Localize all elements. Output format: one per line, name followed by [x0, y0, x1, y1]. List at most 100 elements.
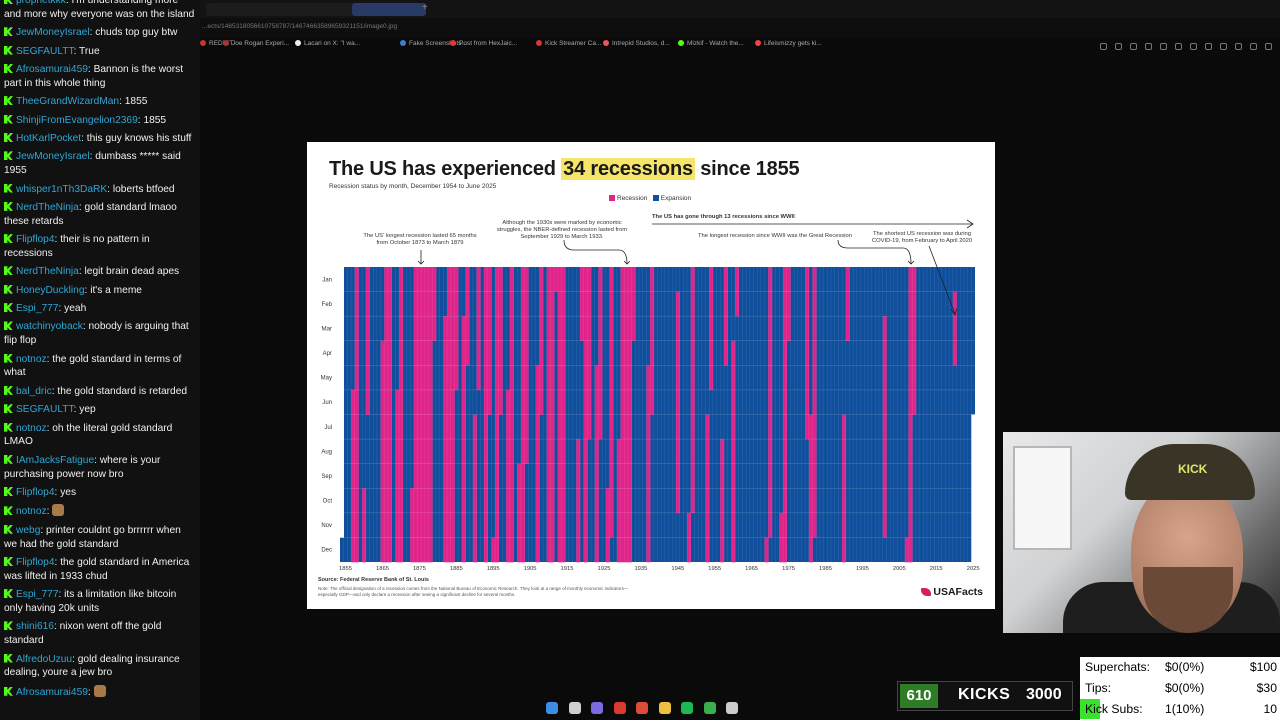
chat-username[interactable]: Afrosamurai459 — [16, 686, 88, 698]
bookmark-item[interactable]: Kick Streamer Ca... — [536, 40, 601, 47]
heatmap-recession-cell — [509, 488, 514, 514]
chat-username[interactable]: notnoz — [16, 353, 47, 365]
heatmap-recession-cell — [882, 365, 887, 391]
window-image — [1013, 446, 1072, 550]
heatmap-recession-cell — [598, 291, 603, 317]
chat-username[interactable]: bal_dric — [16, 385, 52, 397]
chat-username[interactable]: NerdTheNinja — [16, 201, 79, 213]
address-bar[interactable]: ...ects/1485318056610758787/146746635896… — [200, 18, 1280, 50]
chat-username[interactable]: SEGFAULTT — [16, 45, 74, 57]
chat-username[interactable]: HoneyDuckling — [16, 284, 85, 296]
chat-username[interactable]: notnoz — [16, 506, 47, 518]
chat-username[interactable]: whisper1nTh3DaRK — [16, 183, 108, 195]
chat-username[interactable]: AlfredoUzuu — [16, 653, 73, 665]
arrow-covid — [928, 245, 958, 316]
new-tab-icon[interactable]: + — [422, 2, 428, 13]
heatmap-recession-cell — [709, 340, 714, 366]
chat-username[interactable]: Espi_777 — [16, 589, 59, 601]
extension-icon[interactable] — [1100, 43, 1107, 50]
chat-username[interactable]: Afrosamurai459 — [16, 63, 88, 75]
search-icon[interactable] — [568, 702, 581, 714]
folder-icon[interactable] — [658, 702, 671, 714]
xbox-icon[interactable] — [703, 702, 716, 714]
tab-inactive[interactable] — [206, 3, 358, 16]
chat-username[interactable]: TheeGrandWizardMan — [16, 96, 120, 108]
bookmark-item[interactable]: Mizkif - Watch the... — [678, 40, 744, 47]
app-icon[interactable] — [591, 702, 603, 714]
chat-username[interactable]: watchinyoback — [16, 321, 83, 333]
chat-text: loberts btfoed — [112, 183, 175, 195]
bookmark-item[interactable]: Lacari on X: "I wa... — [295, 40, 360, 47]
heatmap-recession-cell — [786, 316, 791, 342]
chat-colon: : — [78, 266, 85, 278]
arrow-longest — [417, 250, 425, 265]
chat-username[interactable]: webg — [16, 524, 41, 536]
heatmap-recession-cell — [908, 389, 913, 415]
heatmap-recession-cell — [354, 512, 359, 538]
heatmap-recession-cell — [598, 414, 603, 440]
chat-icon[interactable] — [1205, 43, 1212, 50]
heatmap-recession-cell — [812, 291, 817, 317]
chat-message: notnoz: oh the literal gold standard LMA… — [4, 422, 196, 450]
share-icon[interactable] — [1175, 43, 1182, 50]
heatmap-recession-cell — [583, 365, 588, 391]
menu-icon[interactable] — [1265, 43, 1272, 50]
heatmap-recession-cell — [720, 512, 725, 538]
chat-username[interactable]: Flipflop4 — [16, 486, 55, 498]
chat-username[interactable]: shini616 — [16, 621, 54, 633]
bookmark-item[interactable]: Post from HexJaic... — [450, 40, 517, 47]
heatmap-recession-cell — [421, 291, 426, 317]
bookmark-item[interactable]: Fake Screenshots... — [400, 40, 467, 47]
spotify-icon[interactable] — [681, 702, 693, 714]
heatmap-recession-cell — [509, 267, 514, 292]
chat-username[interactable]: JewMoneyIsrael — [16, 151, 90, 163]
heatmap-recession-cell — [417, 389, 422, 415]
speaker-icon[interactable] — [1190, 43, 1197, 50]
terminal-icon[interactable] — [726, 702, 738, 714]
heatmap-recession-cell — [443, 512, 448, 538]
heatmap-recession-cell — [483, 291, 488, 317]
windows-start-icon[interactable] — [546, 702, 558, 714]
heatmap-recession-cell — [424, 537, 429, 563]
heatmap-recession-cell — [783, 414, 788, 440]
chat-username[interactable]: SEGFAULTT — [16, 404, 74, 416]
chat-username[interactable]: Flipflop4 — [16, 234, 55, 246]
ai-icon[interactable] — [1250, 43, 1257, 50]
heatmap-recession-cell — [842, 537, 847, 563]
download-icon[interactable] — [1235, 43, 1242, 50]
extension-icon[interactable] — [1115, 43, 1122, 50]
heatmap-recession-cell — [447, 439, 452, 464]
chat-username[interactable]: prophetkkk — [16, 0, 66, 6]
bookmark-label: Mizkif - Watch the... — [687, 40, 744, 47]
chat-username[interactable]: Espi_777 — [16, 303, 59, 315]
heatmap-recession-cell — [461, 340, 466, 366]
record-icon[interactable] — [613, 702, 626, 714]
chat-username[interactable]: Flipflop4 — [16, 556, 55, 568]
bookmark-item[interactable]: REDDIT — [200, 40, 233, 47]
settings-icon[interactable] — [1220, 43, 1227, 50]
heatmap-recession-cell — [557, 512, 562, 538]
tab-active[interactable] — [352, 3, 426, 16]
chat-message: whisper1nTh3DaRK: loberts btfoed — [4, 183, 196, 197]
bookmark-item[interactable]: Lifeismizzy gets ki... — [755, 40, 822, 47]
heatmap-recession-cell — [424, 365, 429, 391]
chat-username[interactable]: IAmJacksFatigue — [16, 454, 95, 466]
extension-icon[interactable] — [1130, 43, 1137, 50]
chat-username[interactable]: HotKarlPocket — [16, 132, 82, 144]
heatmap-recession-cell — [587, 340, 592, 366]
chat-username[interactable]: NerdTheNinja — [16, 266, 79, 278]
chat-username[interactable]: JewMoneyIsrael — [16, 27, 90, 39]
heatmap-recession-cell — [539, 291, 544, 317]
heatmap-recession-cell — [587, 267, 592, 292]
heatmap-recession-cell — [779, 512, 784, 538]
heatmap-recession-cell — [450, 316, 455, 342]
heart-icon[interactable] — [1145, 43, 1152, 50]
chat-username[interactable]: notnoz — [16, 422, 47, 434]
extension-icon[interactable] — [1160, 43, 1167, 50]
bookmark-item[interactable]: Intrepid Studios, d... — [603, 40, 670, 47]
heatmap-recession-cell — [365, 267, 370, 292]
chrome-icon[interactable] — [636, 702, 648, 714]
bookmark-item[interactable]: Joe Rogan Experi... — [223, 40, 289, 47]
chat-message: HoneyDuckling: it's a meme — [4, 284, 196, 298]
chat-username[interactable]: ShinjiFromEvangelion2369 — [16, 114, 138, 126]
